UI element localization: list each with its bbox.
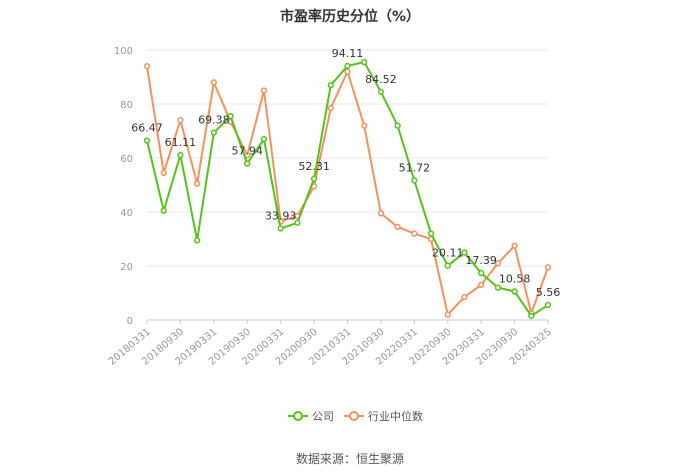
chart-title: 市盈率历史分位（%） <box>279 9 421 25</box>
data-point[interactable] <box>244 160 251 167</box>
legend-label-0[interactable]: 公司 <box>312 410 334 423</box>
data-point[interactable] <box>461 293 468 301</box>
data-point[interactable] <box>143 63 151 70</box>
data-point[interactable] <box>494 284 502 291</box>
data-point[interactable] <box>511 288 518 295</box>
data-point[interactable] <box>494 260 502 267</box>
legend-marker-0[interactable] <box>293 411 303 421</box>
data-point[interactable] <box>411 177 418 184</box>
series-line-1 <box>146 66 549 317</box>
data-label: 17.39 <box>465 254 497 267</box>
data-point[interactable] <box>427 230 435 237</box>
data-point[interactable] <box>461 249 468 256</box>
data-label: 20.11 <box>432 247 464 260</box>
data-point[interactable] <box>143 137 151 144</box>
data-label: 94.11 <box>332 47 364 60</box>
data-point[interactable] <box>327 104 334 112</box>
legend-label-1[interactable]: 行业中位数 <box>368 409 423 423</box>
data-point[interactable] <box>210 129 217 136</box>
data-point[interactable] <box>394 122 401 129</box>
data-label: 33.93 <box>265 209 297 222</box>
data-point[interactable] <box>478 269 485 277</box>
data-label: 69.38 <box>198 114 230 127</box>
y-tick-label: 0 <box>127 316 133 327</box>
data-point[interactable] <box>260 87 268 94</box>
data-label: 84.52 <box>365 73 397 86</box>
data-point[interactable] <box>160 207 167 214</box>
y-tick-label: 100 <box>114 46 133 57</box>
data-point[interactable] <box>544 301 552 309</box>
data-label: 10.58 <box>499 272 531 285</box>
data-point[interactable] <box>444 262 451 269</box>
y-tick-label: 20 <box>120 262 133 273</box>
data-point[interactable] <box>361 122 368 129</box>
data-label: 51.72 <box>399 161 431 174</box>
data-point[interactable] <box>193 180 201 187</box>
y-tick-label: 80 <box>120 100 133 111</box>
y-tick-label: 60 <box>120 154 133 165</box>
source-note: 数据来源：恒生聚源 <box>295 452 404 466</box>
data-label: 66.47 <box>131 122 163 135</box>
data-label: 57.94 <box>232 145 264 158</box>
data-point[interactable] <box>377 88 385 95</box>
data-point[interactable] <box>528 312 535 320</box>
data-point[interactable] <box>294 219 301 226</box>
data-point[interactable] <box>377 210 385 217</box>
data-point[interactable] <box>210 79 217 86</box>
data-point[interactable] <box>511 242 518 249</box>
data-point[interactable] <box>277 225 284 232</box>
series-line-0 <box>146 61 549 318</box>
data-point[interactable] <box>344 62 351 70</box>
legend-marker-1[interactable] <box>349 411 359 421</box>
data-label: 5.56 <box>536 286 561 299</box>
data-point[interactable] <box>544 264 552 271</box>
data-point[interactable] <box>227 113 234 120</box>
data-point[interactable] <box>193 237 201 244</box>
data-point[interactable] <box>160 169 167 177</box>
data-point[interactable] <box>344 68 351 75</box>
data-point[interactable] <box>260 135 268 143</box>
data-point[interactable] <box>177 151 184 159</box>
y-tick-label: 40 <box>120 208 133 219</box>
data-point[interactable] <box>327 81 334 89</box>
data-point[interactable] <box>478 281 485 289</box>
data-label: 61.11 <box>165 136 197 149</box>
data-label: 52.31 <box>298 160 330 173</box>
data-point[interactable] <box>177 117 184 124</box>
data-point[interactable] <box>310 175 318 182</box>
data-point[interactable] <box>444 311 451 318</box>
data-point[interactable] <box>394 223 401 231</box>
data-point[interactable] <box>361 59 368 66</box>
data-point[interactable] <box>411 230 418 237</box>
